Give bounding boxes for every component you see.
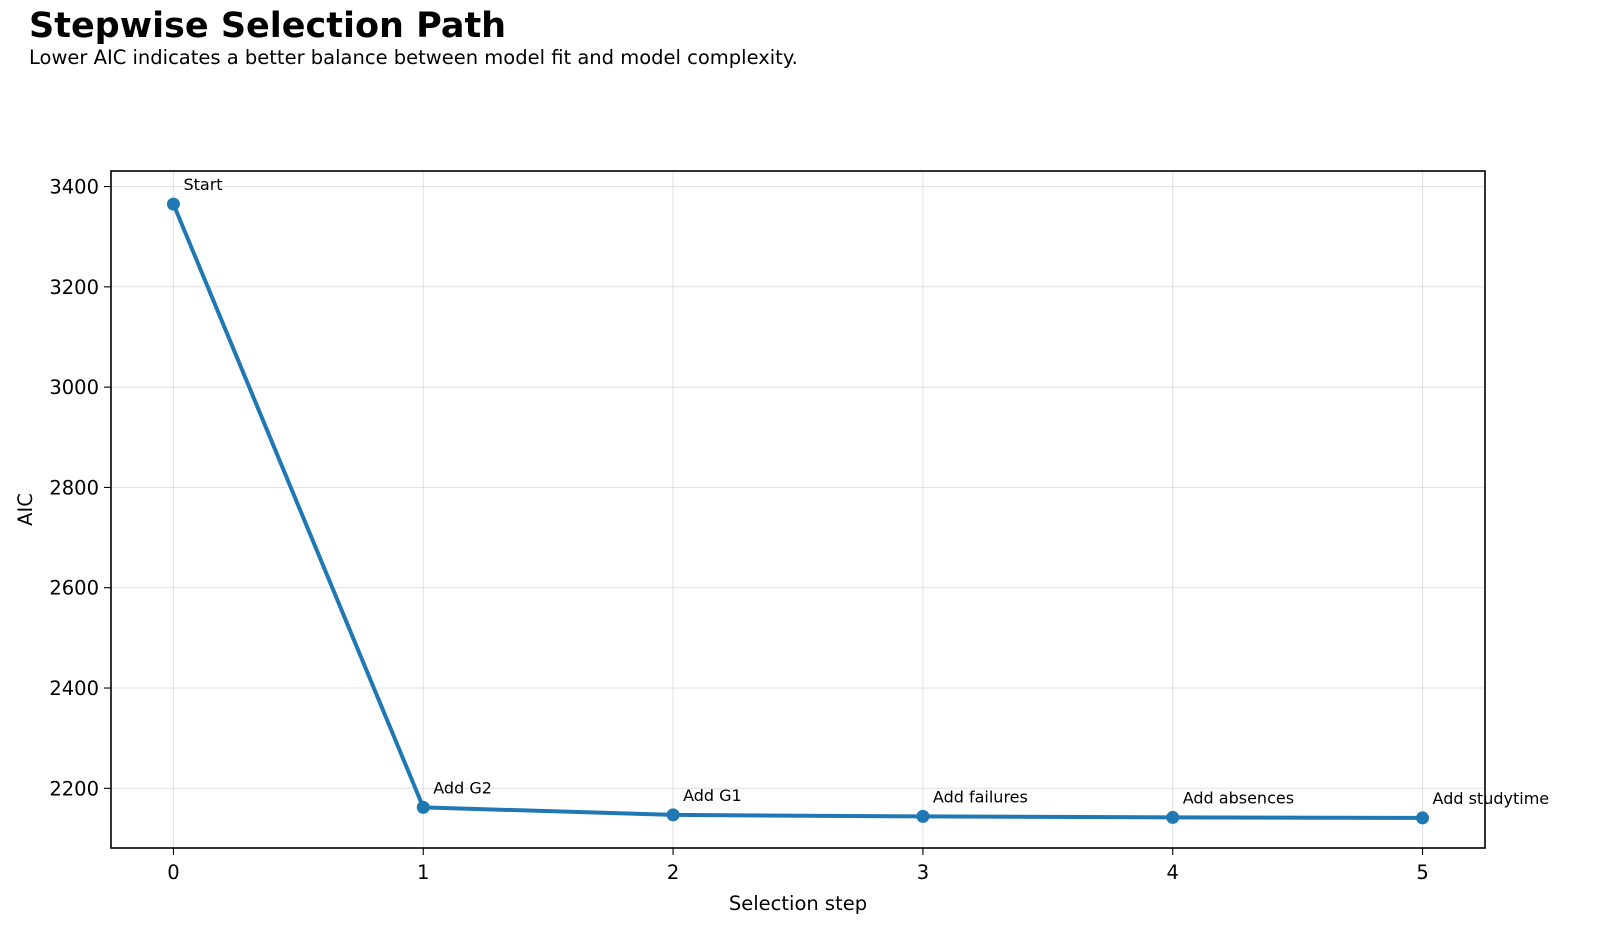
x-axis-label: Selection step: [729, 892, 867, 915]
data-point: [666, 808, 680, 822]
data-point: [916, 809, 930, 823]
data-point: [416, 800, 430, 814]
x-tick-label: 3: [917, 861, 929, 884]
chart-subtitle: Lower AIC indicates a better balance bet…: [29, 46, 798, 69]
y-tick-label: 2400: [49, 677, 99, 700]
y-axis-label: AIC: [14, 493, 37, 526]
y-tick-label: 3400: [49, 176, 99, 199]
series-line: [171, 203, 1423, 820]
point-annotation: Add absences: [1183, 788, 1294, 807]
chart-title: Stepwise Selection Path: [29, 6, 507, 46]
y-tick-label: 3000: [49, 376, 99, 399]
y-tick-label: 2200: [49, 777, 99, 800]
point-annotation: Add G2: [433, 778, 492, 797]
x-tick-label: 4: [1167, 861, 1179, 884]
series: [166, 197, 1430, 825]
y-tick-label: 3200: [49, 276, 99, 299]
point-annotation: Start: [183, 175, 222, 194]
data-point: [1166, 810, 1180, 824]
point-annotations: Start Add G2 Add G1 Add failures Add absence…: [183, 175, 1549, 808]
plot-frame: [110, 170, 1486, 849]
y-tick-label: 2800: [49, 476, 99, 499]
data-point: [166, 197, 180, 211]
x-tick-label: 1: [417, 861, 429, 884]
point-annotation: Add failures: [933, 787, 1028, 806]
grid: [111, 171, 1485, 848]
y-tick-label: 2600: [49, 577, 99, 600]
x-tick-label: 2: [667, 861, 679, 884]
x-tick-label: 0: [167, 861, 179, 884]
point-annotation: Add studytime: [1433, 789, 1550, 808]
data-point: [1416, 811, 1430, 825]
point-annotation: Add G1: [683, 786, 742, 805]
x-tick-label: 5: [1416, 861, 1428, 884]
axis-ticks: 0 1 2 3 4 5 2200 2400 2600 2800 3000 3200 3400: [49, 176, 1428, 884]
